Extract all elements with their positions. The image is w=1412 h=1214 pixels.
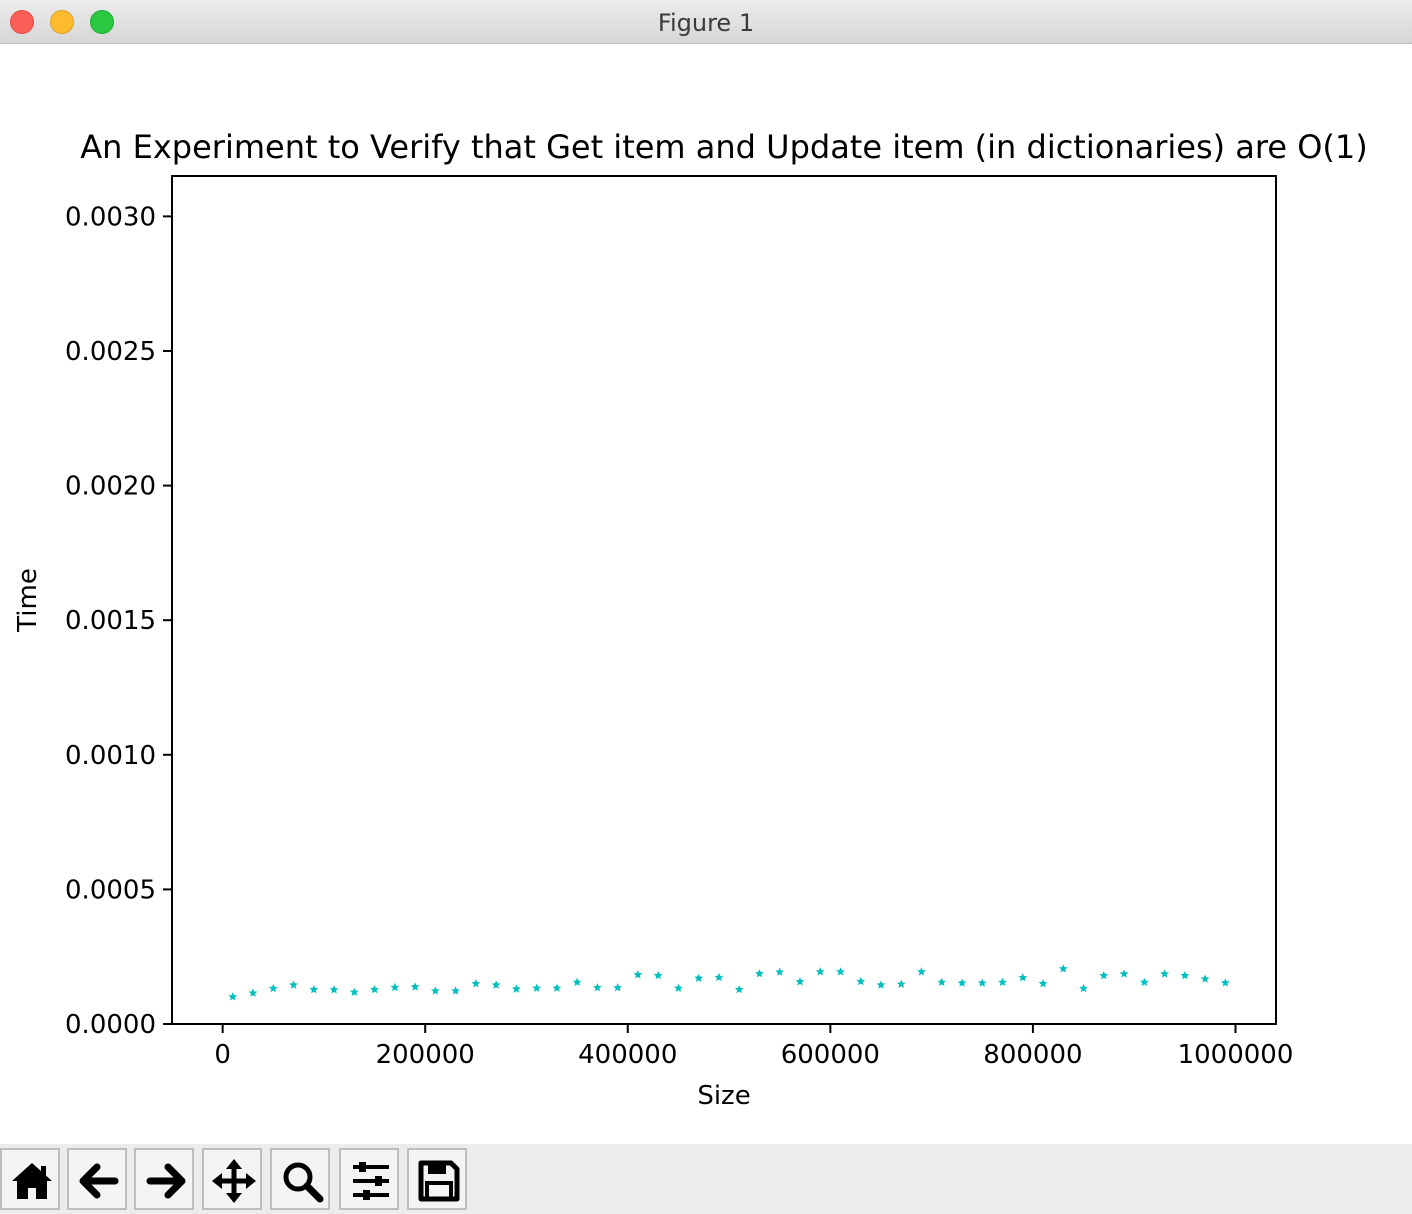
data-point <box>430 986 440 995</box>
data-point <box>1038 979 1048 988</box>
y-tick-label: 0.0025 <box>65 337 156 367</box>
data-point <box>734 984 744 994</box>
x-tick-label: 600000 <box>781 1040 880 1070</box>
data-point <box>1079 983 1088 993</box>
data-point <box>1058 964 1068 973</box>
data-point <box>329 985 339 994</box>
data-point <box>876 980 886 989</box>
data-point <box>694 973 704 982</box>
data-point <box>471 979 481 988</box>
x-axis-label: Size <box>697 1081 750 1111</box>
data-point <box>1200 974 1210 983</box>
data-point <box>977 978 987 987</box>
window-title: Figure 1 <box>657 9 755 37</box>
data-point <box>937 977 947 986</box>
data-point <box>1220 978 1230 987</box>
data-point <box>410 982 420 991</box>
data-point <box>1139 977 1149 986</box>
forward-button[interactable] <box>134 1148 194 1210</box>
home-icon <box>12 1163 52 1199</box>
zoom-button[interactable] <box>270 1148 330 1210</box>
chart-title: An Experiment to Verify that Get item an… <box>80 128 1367 166</box>
data-point <box>1180 970 1190 980</box>
close-window-button[interactable] <box>10 10 34 34</box>
data-point <box>674 983 683 992</box>
y-tick-label: 0.0010 <box>65 741 156 771</box>
data-point <box>309 984 319 994</box>
data-point <box>653 970 663 980</box>
x-tick-label: 200000 <box>376 1040 475 1070</box>
data-point <box>755 969 764 978</box>
minimize-window-button[interactable] <box>50 10 74 34</box>
data-point <box>1099 970 1109 980</box>
data-point <box>795 977 805 986</box>
data-point <box>836 967 845 976</box>
y-tick-label: 0.0005 <box>65 875 156 905</box>
data-point <box>613 983 623 992</box>
navigation-toolbar <box>0 1144 1412 1214</box>
y-tick-label: 0.0020 <box>65 472 156 502</box>
data-point <box>228 992 238 1001</box>
arrow-left-icon <box>79 1163 119 1199</box>
data-point <box>491 980 501 989</box>
data-point <box>896 979 906 988</box>
back-button[interactable] <box>67 1148 127 1210</box>
y-axis-ticks: 0.0000 0.0005 0.0010 0.0015 0.0020 0.0025 0.00… <box>65 202 172 1040</box>
y-tick-label: 0.0000 <box>65 1010 156 1040</box>
move-icon <box>212 1159 256 1203</box>
window-titlebar: Figure 1 <box>0 0 1412 44</box>
data-point <box>1119 969 1129 978</box>
data-point <box>714 972 724 982</box>
zoom-window-button[interactable] <box>90 10 114 34</box>
floppy-disk-icon <box>418 1160 460 1202</box>
data-point <box>552 983 562 992</box>
data-point <box>451 986 460 995</box>
configure-subplots-button[interactable] <box>339 1148 399 1210</box>
scatter-chart: An Experiment to Verify that Get item an… <box>13 128 1368 1111</box>
x-tick-label: 400000 <box>578 1040 677 1070</box>
data-point <box>532 983 541 992</box>
data-point <box>856 976 866 986</box>
x-tick-label: 1000000 <box>1178 1040 1294 1070</box>
data-point <box>633 970 643 979</box>
data-point <box>917 967 926 976</box>
data-point <box>349 987 359 996</box>
plot-frame <box>171 175 1277 1025</box>
data-point <box>268 983 278 993</box>
home-button[interactable] <box>0 1148 60 1210</box>
arrow-right-icon <box>146 1163 186 1199</box>
sliders-icon <box>353 1162 389 1200</box>
x-tick-label: 0 <box>214 1040 231 1070</box>
data-point <box>998 977 1007 986</box>
figure-canvas: An Experiment to Verify that Get item an… <box>0 44 1412 1144</box>
y-axis-label: Time <box>13 568 43 633</box>
data-point <box>815 967 825 976</box>
data-point <box>511 984 521 993</box>
y-tick-label: 0.0030 <box>65 202 156 232</box>
data-point <box>289 980 298 989</box>
x-tick-label: 800000 <box>983 1040 1082 1070</box>
x-axis-ticks: 0 200000 400000 600000 800000 1000000 <box>214 1024 1293 1070</box>
data-point <box>390 982 400 992</box>
data-point <box>248 988 258 997</box>
data-point <box>775 967 785 976</box>
save-button[interactable] <box>407 1148 467 1210</box>
data-point <box>370 984 379 994</box>
data-points <box>228 964 1230 1001</box>
data-point <box>593 983 602 992</box>
data-point <box>1160 969 1169 978</box>
data-point <box>572 977 582 986</box>
data-point <box>957 978 967 987</box>
y-tick-label: 0.0015 <box>65 606 156 636</box>
magnifier-icon <box>283 1162 324 1203</box>
pan-button[interactable] <box>202 1148 262 1210</box>
data-point <box>1018 973 1028 982</box>
